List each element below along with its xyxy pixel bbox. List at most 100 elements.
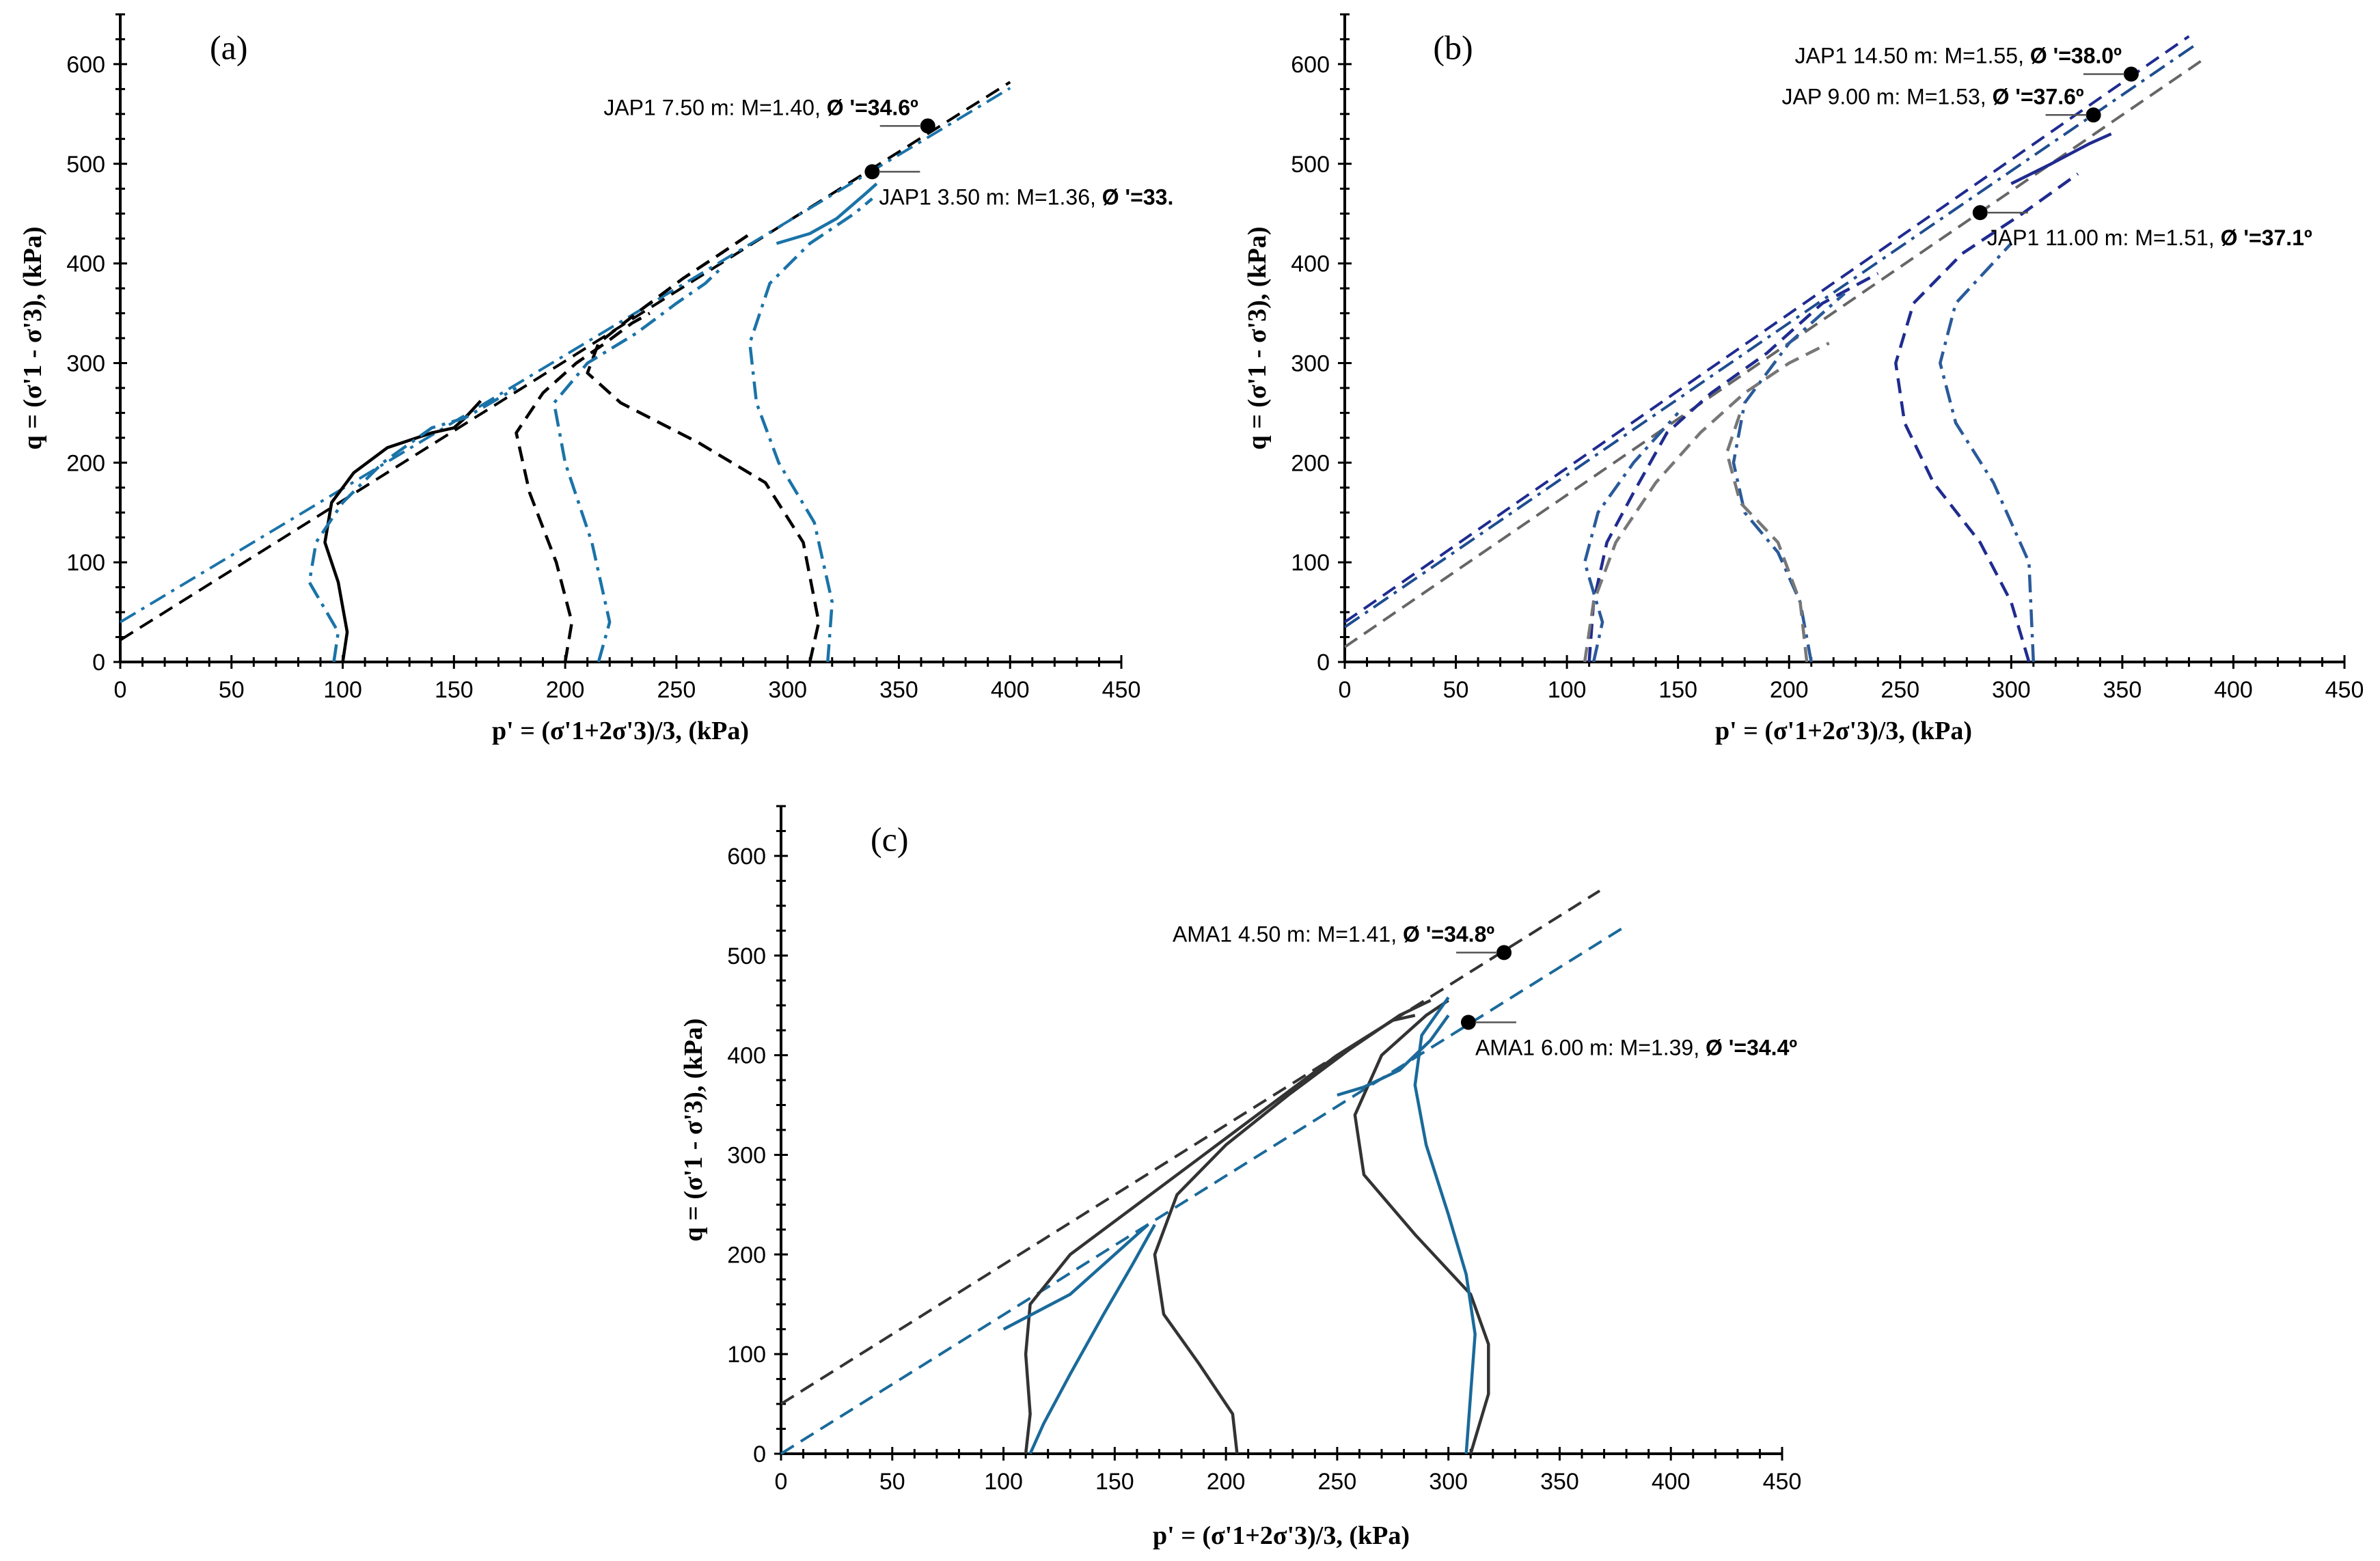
stress-path-1 <box>323 400 482 663</box>
x-tick-label: 350 <box>879 677 918 703</box>
y-tick-label: 400 <box>1291 251 1330 277</box>
annotation-label: JAP1 7.50 m: M=1.40, Ø '=34.6º <box>603 95 918 120</box>
y-tick-label: 600 <box>727 844 766 870</box>
x-tick-label: 250 <box>657 677 696 703</box>
x-tick-label: 200 <box>1770 677 1809 703</box>
y-tick-label: 300 <box>66 350 105 376</box>
annotation-friction-angle: Ø '=34.8º <box>1403 922 1494 946</box>
x-tick-label: 450 <box>1102 677 1141 703</box>
y-axis-title: q = (σ'1 - σ'3), (kPa) <box>18 227 47 450</box>
failure-point-marker <box>1496 945 1512 961</box>
y-tick-label: 300 <box>727 1142 766 1168</box>
x-axis-title: p' = (σ'1+2σ'3)/3, (kPa) <box>1715 717 1972 745</box>
stress-path-1 <box>1587 272 1879 663</box>
x-tick-label: 50 <box>219 677 245 703</box>
x-tick-label: 200 <box>1207 1469 1246 1495</box>
x-tick-label: 350 <box>2103 677 2142 703</box>
stress-path-8 <box>1725 412 1809 663</box>
y-tick-label: 100 <box>1291 550 1330 576</box>
y-tick-label: 0 <box>753 1441 766 1467</box>
x-tick-label: 100 <box>323 677 362 703</box>
x-tick-label: 0 <box>114 677 127 703</box>
y-axis-title: q = (σ'1 - σ'3), (kPa) <box>1243 227 1272 450</box>
y-tick-label: 200 <box>66 450 105 476</box>
panel-label: (a) <box>210 29 248 67</box>
failure-point-marker <box>1972 205 1988 221</box>
x-tick-label: 200 <box>546 677 585 703</box>
x-tick-label: 100 <box>984 1469 1023 1495</box>
x-tick-label: 450 <box>2325 677 2364 703</box>
x-tick-label: 250 <box>1318 1469 1357 1495</box>
stress-path-5 <box>1413 996 1477 1454</box>
stress-path-5 <box>552 267 722 663</box>
stress-path-3 <box>2010 132 2112 185</box>
annotation-friction-angle: Ø '=37.6º <box>1993 84 2084 109</box>
x-tick-label: 50 <box>879 1469 905 1495</box>
x-tick-label: 50 <box>1443 677 1469 703</box>
annotation-text: JAP1 3.50 m: M=1.36, <box>879 184 1102 209</box>
stress-path-4 <box>1028 1224 1156 1454</box>
stress-path-2 <box>1153 999 1432 1454</box>
annotation-label: AMA1 6.00 m: M=1.39, Ø '=34.4º <box>1475 1035 1797 1060</box>
annotation-friction-angle: Ø '=34.6º <box>827 95 918 120</box>
chart-panel-c: 0 50 100 150 200 250 300 350 400 450 0 100 200 300 400… <box>679 805 1801 1550</box>
y-tick-label: 0 <box>1317 650 1330 676</box>
y-tick-label: 600 <box>1291 52 1330 78</box>
panel-label: (b) <box>1433 29 1473 67</box>
failure-point-marker <box>864 164 880 180</box>
x-tick-label: 400 <box>1652 1469 1691 1495</box>
y-tick-label: 500 <box>727 943 766 969</box>
y-tick-label: 500 <box>66 152 105 178</box>
annotation-label: JAP1 14.50 m: M=1.55, Ø '=38.0º <box>1795 44 2122 68</box>
annotation-label: JAP 9.00 m: M=1.53, Ø '=37.6º <box>1782 84 2084 109</box>
annotation-text: JAP1 7.50 m: M=1.40, <box>603 95 826 120</box>
y-tick-label: 300 <box>1291 350 1330 376</box>
annotation-friction-angle: Ø '=38.0º <box>2030 44 2122 68</box>
stress-path-7 <box>1337 1014 1450 1097</box>
y-tick-label: 100 <box>727 1342 766 1368</box>
x-tick-label: 300 <box>768 677 807 703</box>
failure-point-marker <box>920 118 935 134</box>
stress-path-6 <box>748 197 873 663</box>
x-tick-label: 250 <box>1880 677 1919 703</box>
stress-path-5 <box>1732 292 1846 663</box>
x-axis-title: p' = (σ'1+2σ'3)/3, (kPa) <box>492 717 749 745</box>
chart-panel-b: 0 50 100 150 200 250 300 350 400 450 0 100 200 300 400… <box>1243 13 2364 745</box>
annotation-text: JAP 9.00 m: M=1.53, <box>1782 84 1993 109</box>
stress-path-3 <box>586 234 821 663</box>
annotation-text: AMA1 4.50 m: M=1.41, <box>1173 922 1403 946</box>
x-axis-title: p' = (σ'1+2σ'3)/3, (kPa) <box>1153 1521 1410 1550</box>
stress-path-1 <box>1024 1014 1416 1454</box>
stress-path-6 <box>1002 1223 1149 1331</box>
y-tick-label: 400 <box>66 251 105 277</box>
y-tick-label: 0 <box>92 650 105 676</box>
x-tick-label: 150 <box>435 677 474 703</box>
annotation-text: AMA1 6.00 m: M=1.39, <box>1475 1035 1706 1060</box>
y-tick-label: 200 <box>727 1242 766 1268</box>
x-tick-label: 150 <box>1658 677 1697 703</box>
x-tick-label: 0 <box>1339 677 1352 703</box>
x-tick-label: 400 <box>2214 677 2253 703</box>
stress-path-4 <box>307 386 517 663</box>
annotation-label: JAP1 3.50 m: M=1.36, Ø '=33. <box>879 184 1173 209</box>
annotation-friction-angle: Ø '=37.1º <box>2221 225 2312 250</box>
y-tick-label: 600 <box>66 52 105 78</box>
annotation-label: AMA1 4.50 m: M=1.41, Ø '=34.8º <box>1173 922 1494 946</box>
failure-line-1 <box>1343 35 2190 624</box>
failure-line-3 <box>1343 59 2204 648</box>
x-tick-label: 100 <box>1548 677 1587 703</box>
annotation-friction-angle: Ø '=33. <box>1102 184 1174 209</box>
y-tick-label: 500 <box>1291 152 1330 178</box>
annotation-text: JAP1 14.50 m: M=1.55, <box>1795 44 2030 68</box>
x-tick-label: 150 <box>1095 1469 1134 1495</box>
y-tick-label: 400 <box>727 1043 766 1069</box>
x-tick-label: 400 <box>991 677 1030 703</box>
stress-path-2 <box>515 312 651 663</box>
x-tick-label: 300 <box>1992 677 2031 703</box>
stress-path-2 <box>1894 172 2079 663</box>
failure-point-marker <box>2085 107 2101 123</box>
stress-path-7 <box>1583 342 1830 663</box>
failure-line-2 <box>780 924 1628 1455</box>
failure-point-marker <box>2123 66 2139 82</box>
